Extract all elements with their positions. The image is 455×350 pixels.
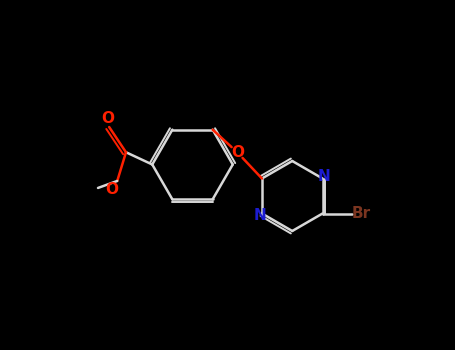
- Text: O: O: [106, 182, 118, 197]
- Text: N: N: [318, 169, 331, 184]
- Text: O: O: [101, 111, 114, 126]
- Text: N: N: [254, 208, 267, 223]
- Text: O: O: [231, 145, 244, 160]
- Text: Br: Br: [352, 206, 371, 221]
